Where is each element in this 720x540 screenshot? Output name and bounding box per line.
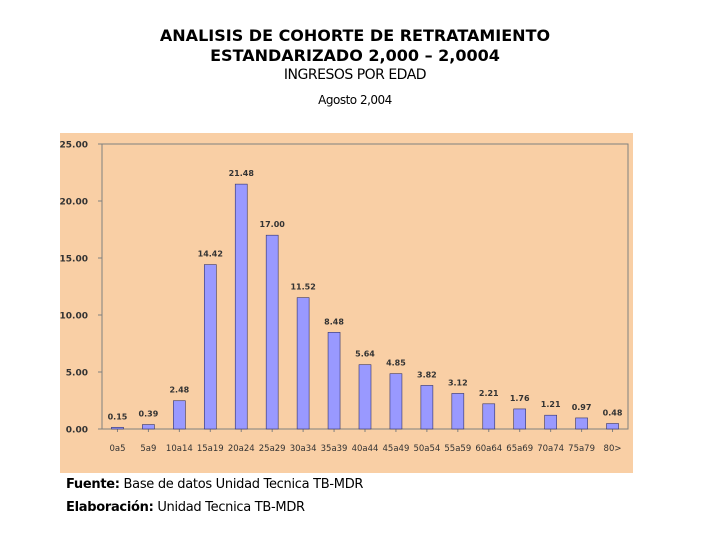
bar-65a69 bbox=[513, 408, 527, 430]
data-label: 5.64 bbox=[355, 350, 375, 359]
prepared-by-note: Elaboración: Unidad Tecnica TB-MDR bbox=[66, 500, 305, 515]
x-tick-label: 25a29 bbox=[259, 444, 286, 454]
data-label: 0.39 bbox=[139, 410, 159, 419]
source-text: Base de datos Unidad Tecnica TB-MDR bbox=[119, 477, 364, 492]
x-tick-label: 40a44 bbox=[352, 444, 379, 454]
y-tick-label: 0.00 bbox=[66, 426, 88, 436]
bar-30a34 bbox=[296, 297, 310, 430]
y-tick-label: 15.00 bbox=[60, 255, 88, 265]
y-tick-label: 20.00 bbox=[60, 198, 88, 208]
y-tick-label: 25.00 bbox=[60, 141, 88, 151]
x-tick-label: 55a59 bbox=[444, 444, 471, 454]
x-tick-label: 15a19 bbox=[197, 444, 224, 454]
data-label: 0.48 bbox=[603, 409, 623, 418]
x-tick-label: 10a14 bbox=[166, 444, 193, 454]
data-label: 3.12 bbox=[448, 378, 468, 387]
data-label: 3.82 bbox=[417, 370, 437, 379]
bar-20a24 bbox=[234, 183, 248, 430]
bar-60a64 bbox=[482, 403, 496, 430]
bar-40a44 bbox=[358, 364, 372, 430]
x-tick-label: 60a64 bbox=[475, 444, 502, 454]
data-label: 1.76 bbox=[510, 394, 530, 403]
data-label: 1.21 bbox=[541, 400, 561, 409]
x-tick-label: 50a54 bbox=[413, 444, 440, 454]
bar-35a39 bbox=[327, 332, 341, 430]
data-label: 0.15 bbox=[108, 412, 128, 421]
data-label: 2.21 bbox=[479, 389, 499, 398]
bar-chart: 0.00 5.00 10.00 15.00 20.00 25.00 0.15 0a5 0.39… bbox=[60, 133, 633, 473]
title-line-2: ESTANDARIZADO 2,000 – 2,0004 bbox=[210, 46, 500, 65]
chart-background bbox=[60, 133, 633, 473]
x-tick-label: 45a49 bbox=[383, 444, 410, 454]
prepared-label: Elaboración: bbox=[66, 500, 154, 515]
bar-0a5 bbox=[111, 426, 124, 430]
bar-5a9 bbox=[142, 424, 155, 430]
data-label: 8.48 bbox=[324, 317, 344, 326]
data-label: 2.48 bbox=[169, 386, 189, 395]
x-tick-label: 75a79 bbox=[568, 444, 595, 454]
chart-subtitle: INGRESOS POR EDAD bbox=[283, 67, 427, 83]
y-tick-label: 5.00 bbox=[66, 369, 88, 379]
bar-10a14 bbox=[173, 400, 186, 430]
chart-title: ANALISIS DE COHORTE DE RETRATAMIENTO EST… bbox=[0, 26, 710, 66]
x-tick-label: 70a74 bbox=[537, 444, 564, 454]
prepared-text: Unidad Tecnica TB-MDR bbox=[153, 500, 305, 515]
bar-50a54 bbox=[420, 385, 434, 430]
data-label: 11.52 bbox=[290, 283, 315, 292]
data-label: 17.00 bbox=[260, 220, 286, 229]
chart-date: Agosto 2,004 bbox=[318, 93, 392, 107]
title-line-1: ANALISIS DE COHORTE DE RETRATAMIENTO bbox=[159, 26, 551, 45]
x-tick-label: 0a5 bbox=[109, 444, 125, 454]
x-tick-label: 30a34 bbox=[290, 444, 317, 454]
bar-25a29 bbox=[265, 234, 279, 430]
bar-80> bbox=[606, 423, 619, 430]
bar-70a74 bbox=[544, 414, 557, 430]
x-tick-label: 80> bbox=[604, 444, 622, 454]
x-tick-label: 5a9 bbox=[140, 444, 156, 454]
data-label: 14.42 bbox=[198, 250, 223, 259]
x-tick-label: 35a39 bbox=[321, 444, 348, 454]
x-tick-label: 65a69 bbox=[506, 444, 533, 454]
source-note: Fuente: Base de datos Unidad Tecnica TB-… bbox=[66, 477, 363, 492]
bar-45a49 bbox=[389, 373, 403, 430]
x-tick-label: 20a24 bbox=[228, 444, 255, 454]
data-label: 4.85 bbox=[386, 359, 406, 368]
bar-55a59 bbox=[451, 393, 465, 430]
data-label: 0.97 bbox=[572, 403, 592, 412]
y-tick-label: 10.00 bbox=[60, 312, 88, 322]
data-label: 21.48 bbox=[229, 169, 255, 178]
bar-15a19 bbox=[203, 264, 217, 430]
bar-75a79 bbox=[575, 417, 588, 430]
source-label: Fuente: bbox=[66, 477, 120, 492]
